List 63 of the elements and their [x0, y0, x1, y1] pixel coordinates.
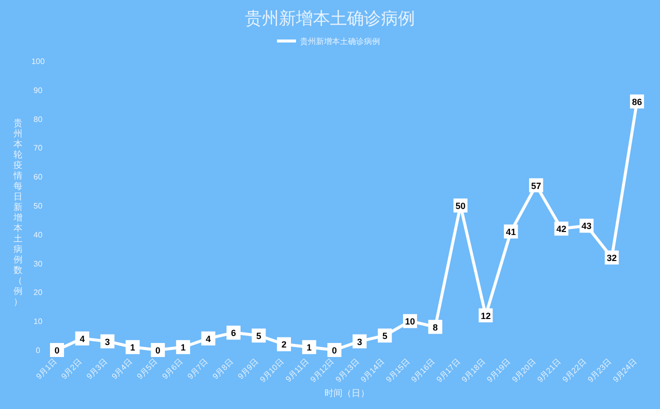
data-label: 1	[306, 342, 312, 353]
x-tick-label: 9月13日	[334, 357, 362, 384]
x-tick-label: 9月17日	[434, 357, 462, 384]
x-tick-label: 9月10日	[258, 357, 286, 384]
x-tick-label: 9月19日	[485, 357, 512, 384]
x-tick-label: 9月23日	[586, 357, 614, 384]
data-label: 5	[382, 331, 388, 342]
text: 贵州本轮疫情每日新增本土病例数（例）	[14, 118, 22, 306]
x-tick-label: 9月1日	[34, 357, 58, 382]
y-tick-label: 100	[31, 57, 46, 66]
data-label: 42	[556, 224, 566, 234]
x-tick-label: 9月2日	[60, 357, 84, 382]
x-tick-label: 9月16日	[410, 357, 437, 384]
data-label: 2	[281, 340, 286, 350]
x-tick-label: 9月21日	[536, 357, 563, 384]
x-tick-label: 9月22日	[560, 357, 588, 384]
x-tick-label: 9月24日	[611, 357, 638, 384]
x-tick-label: 9月8日	[210, 357, 235, 382]
data-label: 3	[104, 336, 110, 347]
x-tick-label: 9月5日	[135, 357, 160, 382]
x-tick-label: 9月11日	[284, 357, 311, 384]
x-tick-label: 9月6日	[160, 357, 184, 382]
data-label: 8	[432, 322, 438, 332]
data-label: 50	[455, 201, 466, 211]
data-label: 32	[606, 253, 617, 264]
y-tick-label: 60	[34, 172, 43, 182]
x-tick-label: 9月9日	[236, 357, 260, 382]
data-label: 57	[531, 180, 542, 191]
legend-label: 贵州新增本土确诊病例	[300, 37, 380, 46]
data-label: 41	[506, 227, 516, 238]
chart-title: 贵州新增本土确诊病例	[245, 9, 415, 28]
x-tick-label: 9月7日	[186, 357, 210, 382]
y-tick-label: 50	[34, 202, 43, 210]
data-label: 4	[80, 334, 85, 344]
y-tick-label: 40	[34, 230, 43, 240]
y-tick-label: 0	[36, 346, 41, 355]
data-label: 4	[206, 334, 211, 344]
data-label: 0	[155, 346, 160, 356]
x-axis-title: 时间（日）	[324, 388, 370, 398]
data-label: 10	[405, 316, 416, 327]
data-label: 3	[357, 336, 362, 347]
data-label: 12	[480, 310, 491, 321]
data-label: 1	[130, 342, 136, 353]
data-label: 1	[180, 342, 186, 353]
y-tick-label: 90	[34, 86, 43, 95]
y-tick-label: 10	[34, 317, 43, 326]
data-label: 0	[332, 346, 337, 356]
data-label: 0	[54, 346, 60, 356]
y-tick-label: 70	[34, 144, 43, 153]
x-tick-label: 9月15日	[384, 357, 412, 384]
y-tick-label: 30	[34, 259, 43, 268]
y-tick-label: 20	[34, 288, 43, 298]
data-label: 5	[256, 331, 262, 342]
data-label: 86	[632, 96, 642, 107]
x-tick-label: 9月4日	[110, 357, 134, 382]
data-label: 43	[582, 221, 592, 232]
x-tick-label: 9月12日	[308, 357, 336, 384]
y-tick-label: 80	[34, 114, 43, 124]
data-label: 6	[231, 328, 236, 338]
x-tick-label: 9月14日	[359, 357, 386, 384]
x-tick-label: 9月3日	[84, 357, 109, 382]
x-tick-label: 9月18日	[460, 357, 488, 384]
x-tick-label: 9月20日	[510, 357, 538, 384]
